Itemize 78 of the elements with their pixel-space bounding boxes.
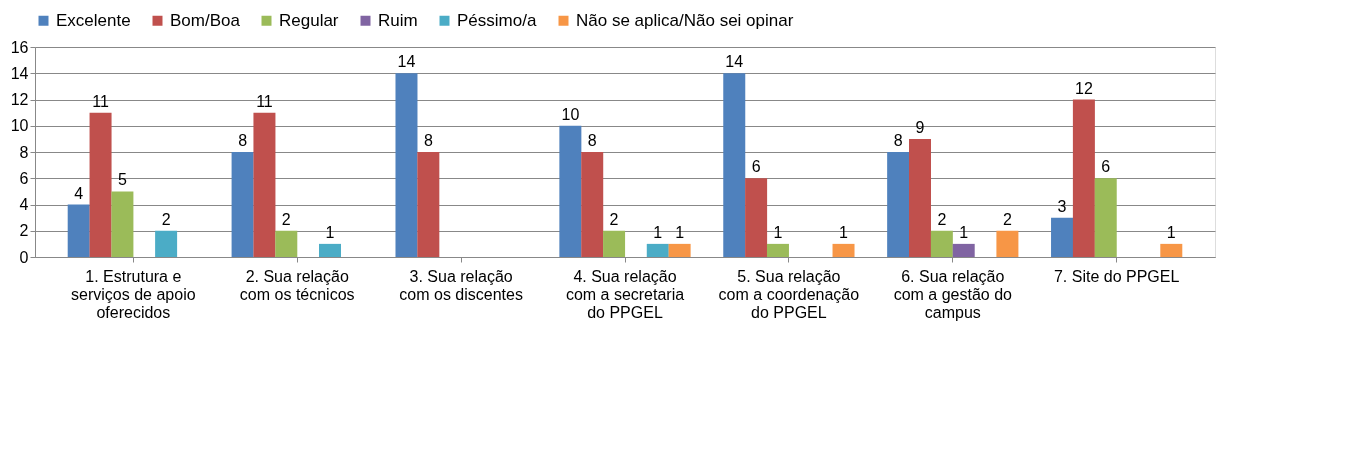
data-label: 14 <box>397 53 416 71</box>
data-label: 1 <box>675 223 685 241</box>
y-tick-label: 4 <box>19 196 29 213</box>
bar <box>723 73 746 257</box>
bar <box>766 243 789 257</box>
data-label: 1 <box>959 223 969 241</box>
legend-label: Bom/Boa <box>170 10 241 30</box>
bar <box>253 112 276 257</box>
x-tick-label: 6. Sua relação com a gestão do campus <box>893 267 1013 321</box>
bar <box>1094 178 1117 257</box>
bar <box>319 243 341 257</box>
data-label: 5 <box>117 171 127 189</box>
bar <box>89 112 112 257</box>
legend-label: Péssimo/a <box>457 10 537 30</box>
data-label: 8 <box>587 132 597 149</box>
data-label: 1 <box>325 223 335 241</box>
y-tick-label: 12 <box>10 91 29 108</box>
bar <box>646 243 669 257</box>
legend-label: Excelente <box>56 10 131 30</box>
bar <box>395 73 418 257</box>
bar <box>909 138 931 257</box>
legend-label: Não se aplica/Não sei opinar <box>576 10 794 30</box>
x-tick-label: 3. Sua relação com os discentes <box>399 267 523 303</box>
data-label: 2 <box>161 210 171 228</box>
x-tick-label: 2. Sua relação com os técnicos <box>239 267 355 303</box>
data-label: 8 <box>423 132 433 149</box>
data-label: 2 <box>281 210 291 228</box>
data-label: 8 <box>238 132 248 149</box>
x-tick-label: 4. Sua relação com a secretaria do PPGEL <box>565 267 685 321</box>
bar <box>155 230 178 257</box>
y-tick-label: 0 <box>19 248 29 266</box>
data-label: 11 <box>256 92 273 110</box>
bar <box>887 152 910 257</box>
bar <box>231 152 254 257</box>
bar <box>603 230 626 257</box>
data-label: 2 <box>609 210 619 228</box>
bar <box>1051 217 1074 257</box>
bar <box>930 230 953 257</box>
data-label: 1 <box>773 223 783 241</box>
data-label: 9 <box>915 118 925 136</box>
bar <box>745 178 768 257</box>
bar <box>67 204 90 257</box>
bar <box>559 125 582 257</box>
bar <box>581 152 604 257</box>
data-label: 1 <box>1166 223 1176 241</box>
data-label: 6 <box>1101 158 1111 176</box>
bar <box>668 243 691 257</box>
data-label: 8 <box>893 132 903 149</box>
data-label: 12 <box>1074 79 1093 97</box>
y-tick-label: 14 <box>10 64 29 82</box>
y-tick-label: 2 <box>19 222 29 240</box>
bar <box>952 243 975 257</box>
data-label: 6 <box>751 158 761 176</box>
data-label: 14 <box>725 53 744 71</box>
data-label: 1 <box>653 223 663 241</box>
x-tick-label: 7. Site do PPGEL <box>1053 267 1180 285</box>
y-tick-label: 16 <box>10 38 29 56</box>
bar <box>1160 243 1183 257</box>
data-label: 2 <box>1002 210 1012 228</box>
y-tick-label: 8 <box>19 143 29 161</box>
y-tick-label: 10 <box>10 117 29 135</box>
bar <box>417 152 440 257</box>
x-tick-label: 5. Sua relação com a coordenação do PPGEL <box>718 267 860 321</box>
data-label: 4 <box>74 184 84 202</box>
bar <box>832 243 855 257</box>
y-tick-label: 6 <box>19 169 29 187</box>
bar <box>111 191 134 257</box>
data-label: 3 <box>1057 197 1067 215</box>
legend-label: Regular <box>279 10 339 30</box>
data-label: 2 <box>937 210 947 228</box>
data-label: 10 <box>561 105 580 123</box>
data-label: 1 <box>839 223 849 241</box>
data-label: 11 <box>92 92 109 110</box>
x-tick-label: 1. Estrutura e serviços de apoio oferecidos <box>71 267 196 321</box>
bar <box>996 230 1019 257</box>
legend-label: Ruim <box>378 10 418 30</box>
bar <box>275 230 298 257</box>
bar <box>1072 99 1095 257</box>
